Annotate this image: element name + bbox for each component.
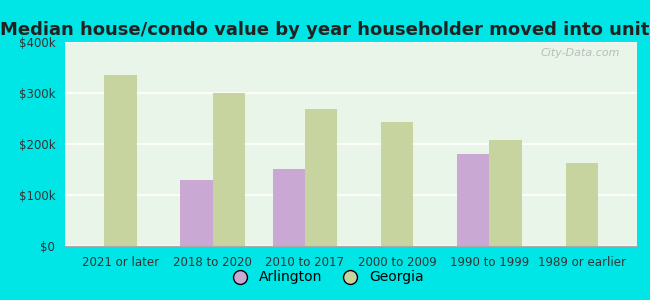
- Legend: Arlington, Georgia: Arlington, Georgia: [220, 265, 430, 290]
- Bar: [381, 122, 413, 246]
- Bar: [272, 169, 305, 246]
- Text: City-Data.com: City-Data.com: [540, 48, 620, 58]
- Bar: [305, 109, 337, 246]
- Bar: [489, 140, 522, 246]
- Text: Median house/condo value by year householder moved into unit: Median house/condo value by year househo…: [0, 21, 650, 39]
- Bar: [457, 154, 489, 246]
- Bar: [180, 180, 213, 246]
- Bar: [213, 93, 245, 246]
- Bar: [104, 75, 136, 246]
- Bar: [566, 163, 598, 246]
